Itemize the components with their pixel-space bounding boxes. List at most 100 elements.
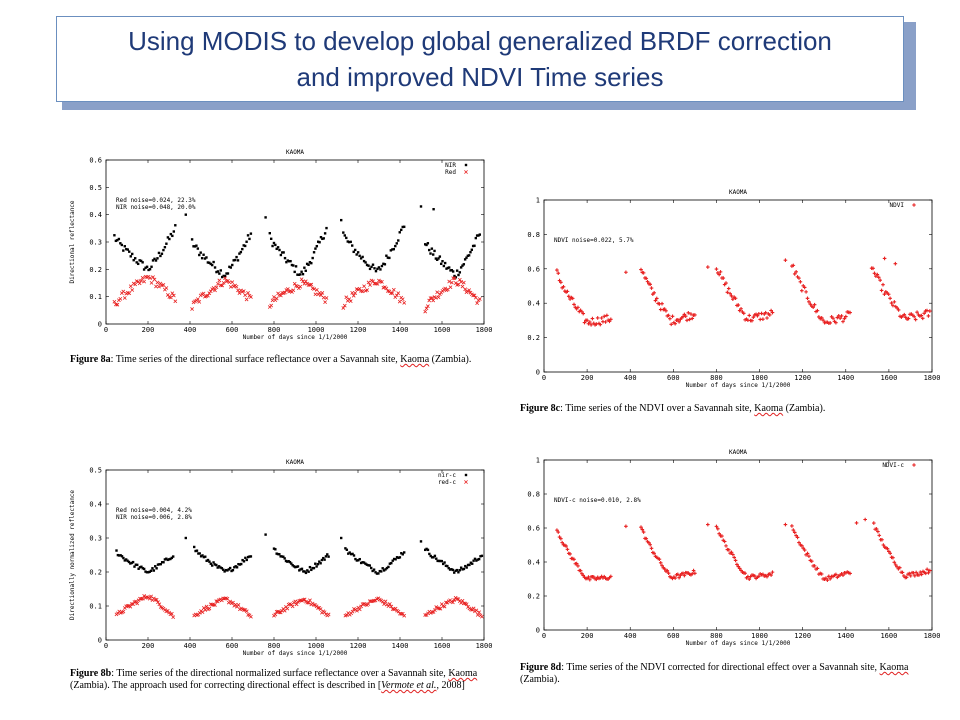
data-point <box>342 303 347 308</box>
data-point <box>154 284 158 289</box>
data-point <box>842 316 847 321</box>
y-tick-label: 0.5 <box>89 467 102 475</box>
data-point <box>165 242 168 245</box>
data-point <box>147 596 152 601</box>
data-point <box>123 245 126 248</box>
data-point <box>296 273 299 276</box>
data-point <box>872 521 876 525</box>
data-point <box>168 237 171 241</box>
data-point <box>192 245 195 248</box>
caption-site: Kaoma <box>754 403 784 414</box>
data-point <box>340 536 343 540</box>
data-point <box>390 561 393 565</box>
data-point <box>798 280 803 284</box>
data-point <box>372 598 376 603</box>
data-point <box>208 289 213 294</box>
data-point <box>430 610 434 614</box>
data-point <box>641 271 646 275</box>
data-point <box>790 524 794 528</box>
data-point <box>652 291 656 295</box>
data-point <box>278 553 281 556</box>
data-point <box>235 566 239 569</box>
data-point <box>391 559 394 562</box>
data-point <box>350 290 355 295</box>
data-point <box>245 558 248 562</box>
data-point <box>400 552 403 555</box>
data-point <box>302 570 305 573</box>
data-point <box>447 566 450 570</box>
data-point <box>457 571 460 574</box>
data-point <box>201 554 204 557</box>
data-point <box>925 567 929 572</box>
data-point <box>361 255 364 259</box>
data-point <box>683 314 688 319</box>
data-point <box>644 276 649 281</box>
data-point <box>440 559 443 563</box>
data-point <box>223 274 227 278</box>
data-point <box>368 564 371 567</box>
data-point <box>794 270 798 274</box>
slide-title-line-2: and improved NDVI Time series <box>296 62 664 92</box>
data-point <box>210 263 214 267</box>
data-point <box>732 555 737 560</box>
data-point <box>135 261 138 264</box>
data-point <box>457 273 460 277</box>
data-point <box>138 566 142 569</box>
legend-label: NIR <box>445 162 456 169</box>
data-point <box>691 568 696 573</box>
data-point <box>686 310 691 315</box>
data-point <box>893 261 898 266</box>
data-point <box>607 319 612 324</box>
data-point <box>763 310 768 315</box>
data-point <box>602 314 607 319</box>
data-point <box>825 578 830 583</box>
x-tick-label: 1600 <box>880 632 897 640</box>
data-point <box>373 267 376 270</box>
data-point <box>225 272 228 275</box>
data-point <box>791 528 796 532</box>
data-point <box>358 254 361 258</box>
data-point <box>478 233 481 236</box>
data-point <box>133 599 138 604</box>
data-point <box>915 310 919 315</box>
data-point <box>371 569 374 573</box>
data-point <box>457 277 462 282</box>
data-point <box>574 561 579 566</box>
data-point <box>201 606 206 610</box>
data-point <box>350 609 355 614</box>
data-point <box>824 576 828 581</box>
figure-8d-caption: Figure 8d: Time series of the NDVI corre… <box>520 662 950 686</box>
data-point <box>904 575 909 580</box>
data-point <box>226 569 229 572</box>
y-tick-label: 0.3 <box>89 239 102 247</box>
data-point <box>127 291 132 296</box>
data-point <box>879 288 884 293</box>
data-point <box>888 551 893 556</box>
data-point <box>665 568 670 573</box>
y-tick-label: 0.2 <box>527 334 540 342</box>
data-point <box>752 574 757 578</box>
data-point <box>166 236 170 239</box>
data-point <box>200 257 204 260</box>
data-point <box>303 266 306 269</box>
data-point <box>433 554 437 558</box>
data-point <box>129 255 132 258</box>
data-point <box>197 552 200 555</box>
chart-title: KAOMA <box>729 189 747 196</box>
x-axis-label: Number of days since 1/1/2000 <box>243 334 348 341</box>
data-point <box>895 306 899 310</box>
data-point <box>731 552 735 557</box>
data-point <box>195 297 200 301</box>
data-point <box>205 256 208 259</box>
data-point <box>342 231 345 234</box>
data-point <box>171 615 176 620</box>
data-point <box>676 572 680 577</box>
data-point <box>447 279 452 284</box>
data-point <box>242 560 246 563</box>
data-point <box>427 248 431 252</box>
data-point <box>297 273 301 276</box>
data-point <box>150 265 153 268</box>
x-tick-label: 1000 <box>751 374 768 382</box>
data-point <box>366 280 371 285</box>
x-tick-label: 400 <box>184 326 197 334</box>
